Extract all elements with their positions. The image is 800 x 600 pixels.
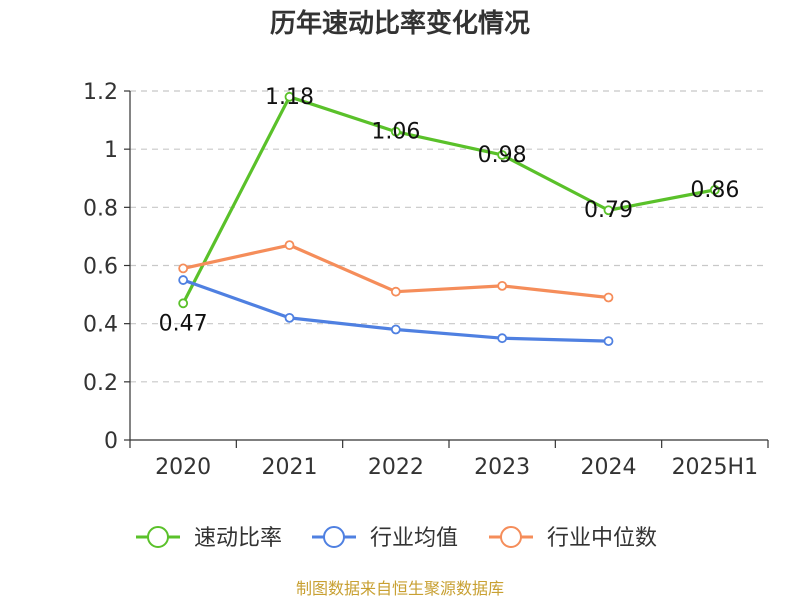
legend-item-1[interactable]: 速动比率 bbox=[136, 526, 282, 551]
data-point bbox=[603, 292, 614, 303]
data-point bbox=[709, 184, 720, 195]
y-tick-label: 0.2 bbox=[83, 371, 118, 396]
x-tick-label: 2024 bbox=[581, 455, 637, 480]
x-tick-label: 2020 bbox=[155, 455, 211, 480]
x-tick-label: 2023 bbox=[474, 455, 530, 480]
data-point bbox=[178, 263, 189, 274]
series-line-1 bbox=[181, 95, 716, 305]
legend-marker bbox=[500, 526, 522, 548]
chart-title: 历年速动比率变化情况 bbox=[270, 8, 530, 39]
legend-item-2[interactable]: 行业均值 bbox=[312, 526, 458, 551]
series-lines bbox=[178, 91, 720, 347]
data-point bbox=[178, 298, 189, 309]
data-point bbox=[497, 150, 508, 160]
data-point bbox=[390, 324, 401, 335]
data-point bbox=[497, 280, 508, 291]
data-label: 0.98 bbox=[478, 143, 527, 168]
data-label: 1.18 bbox=[265, 85, 314, 110]
y-tick-label: 0.8 bbox=[83, 196, 118, 221]
data-point bbox=[390, 126, 401, 137]
axes: 0 0.2 0.4 0.6 0.8 1 1.2 2020 2021 2022 2023 2024 202… bbox=[83, 80, 769, 480]
grid-lines bbox=[130, 90, 768, 383]
data-point bbox=[390, 286, 401, 297]
y-tick-label: 0.4 bbox=[83, 313, 118, 338]
data-point bbox=[284, 91, 295, 102]
y-tick-label: 1.2 bbox=[83, 80, 118, 105]
y-tick-label: 1 bbox=[104, 138, 118, 163]
data-point bbox=[497, 333, 508, 344]
data-point bbox=[603, 205, 614, 216]
x-tick-label: 2025H1 bbox=[672, 455, 759, 480]
legend-label: 行业均值 bbox=[370, 526, 458, 551]
data-label: 0.47 bbox=[159, 311, 208, 336]
legend-label: 行业中位数 bbox=[547, 526, 657, 551]
source-note: 制图数据来自恒生聚源数据库 bbox=[296, 579, 504, 598]
legend-marker bbox=[323, 526, 345, 548]
x-tick-label: 2021 bbox=[262, 455, 318, 480]
data-labels: 0.47 1.18 1.06 0.98 0.79 0.86 bbox=[159, 85, 740, 336]
y-tick-label: 0.6 bbox=[83, 255, 118, 280]
legend[interactable]: 速动比率 行业均值 行业中位数 bbox=[136, 526, 657, 551]
data-label: 1.06 bbox=[371, 120, 420, 145]
x-tick-label: 2022 bbox=[368, 455, 424, 480]
data-point bbox=[284, 240, 295, 251]
legend-marker bbox=[147, 526, 169, 548]
y-tick-label: 0 bbox=[104, 429, 118, 454]
legend-item-3[interactable]: 行业中位数 bbox=[489, 526, 657, 551]
data-point bbox=[284, 312, 295, 323]
data-label: 0.86 bbox=[690, 178, 739, 203]
data-point bbox=[603, 336, 614, 347]
data-label: 0.79 bbox=[584, 198, 633, 223]
data-point bbox=[178, 275, 189, 285]
legend-label: 速动比率 bbox=[194, 526, 282, 551]
